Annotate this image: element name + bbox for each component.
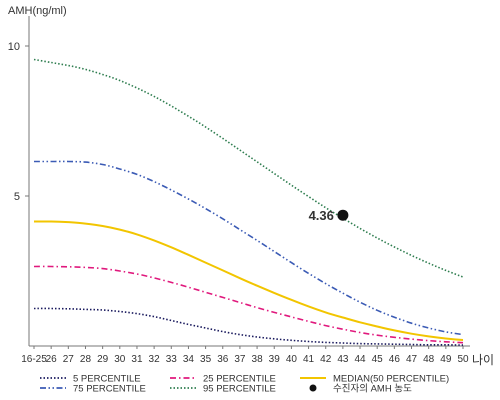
series-line-0 <box>33 307 464 346</box>
legend-label-1: 25 PERCENTILE <box>203 374 276 385</box>
x-tick-label: 37 <box>234 354 246 365</box>
x-tick-label: 36 <box>217 354 229 365</box>
x-tick-label: 28 <box>80 354 92 365</box>
series-line-4 <box>33 58 464 278</box>
x-tick-label: 32 <box>149 354 161 365</box>
x-tick-label: 44 <box>354 354 366 365</box>
y-ticks: 5 10 <box>8 41 29 203</box>
series-line-2 <box>33 220 464 341</box>
x-tick-label: 33 <box>166 354 178 365</box>
x-tick-label: 42 <box>320 354 332 365</box>
x-tick-label: 27 <box>63 354 75 365</box>
x-tick-label: 43 <box>337 354 349 365</box>
x-tick-label: 35 <box>200 354 212 365</box>
y-tick-label: 5 <box>14 191 20 203</box>
legend-patient-marker <box>309 384 317 392</box>
x-tick-label: 49 <box>440 354 452 365</box>
axes: AMH(ng/ml) 나이 <box>8 5 494 367</box>
y-tick-label: 10 <box>8 41 20 53</box>
x-tick-label: 31 <box>131 354 143 365</box>
legend-label-3: 75 PERCENTILE <box>73 384 146 395</box>
x-tick-label: 41 <box>303 354 315 365</box>
x-tick-label: 50 <box>457 354 469 365</box>
y-axis-label: AMH(ng/ml) <box>8 5 67 17</box>
legend-label-4: 95 PERCENTILE <box>203 384 276 395</box>
x-tick-label: 29 <box>97 354 109 365</box>
x-tick-label: 46 <box>389 354 401 365</box>
patient-amh-value-label: 4.36 <box>309 208 334 223</box>
x-tick-label: 16-25 <box>21 354 47 365</box>
x-tick-label: 47 <box>406 354 418 365</box>
series-line-3 <box>34 160 464 336</box>
x-tick-label: 26 <box>46 354 58 365</box>
x-tick-label: 40 <box>286 354 298 365</box>
legend-patient-label: 수진자의 AMH 농도 <box>333 384 412 395</box>
x-tick-label: 38 <box>252 354 264 365</box>
legend-label-0: 5 PERCENTILE <box>73 374 141 385</box>
patient-point-layer: 4.36 <box>309 208 349 223</box>
series-line-1 <box>33 265 464 344</box>
x-tick-label: 30 <box>114 354 126 365</box>
legend-label-2: MEDIAN(50 PERCENTILE) <box>333 374 449 385</box>
x-tick-label: 45 <box>372 354 384 365</box>
x-tick-label: 34 <box>183 354 195 365</box>
series-lines <box>33 58 464 346</box>
patient-amh-point <box>337 209 349 221</box>
x-tick-label: 48 <box>423 354 435 365</box>
x-axis-label: 나이 <box>472 353 494 367</box>
x-tick-label: 39 <box>269 354 281 365</box>
